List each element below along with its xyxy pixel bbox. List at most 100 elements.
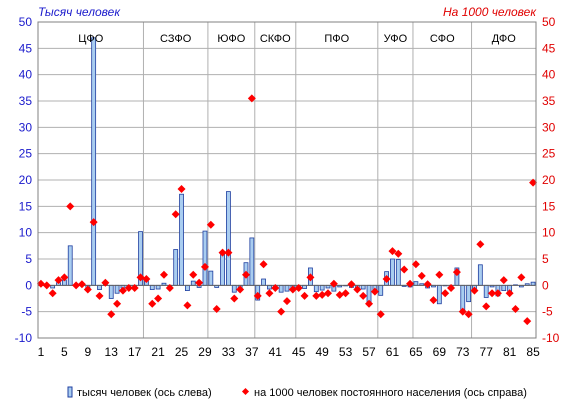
x-tick-label: 9 [84,345,91,359]
dot [359,291,368,300]
legend: тысяч человек (ось слева) на 1000 челове… [67,386,527,399]
left-axis-unit: Тысяч человек [38,5,121,19]
dot [271,283,280,292]
x-tick-label: 5 [61,345,68,359]
dot [72,281,81,290]
bar [208,270,214,286]
x-tick-label: 1 [38,345,45,359]
bar [190,280,196,286]
dot [347,280,356,289]
dot [523,317,532,326]
right-tick-label: -5 [542,305,553,319]
plot-frame [37,21,537,339]
dot [470,286,479,295]
dot [511,305,520,314]
x-tick-label: 69 [433,345,447,359]
bar [395,259,401,286]
dot [329,279,338,288]
x-tick-label: 77 [480,345,494,359]
dot [54,276,63,285]
dot [42,281,51,290]
dot [189,270,198,279]
right-tick-label: 50 [542,15,556,29]
dot [95,291,104,300]
bar [114,284,120,294]
dot [60,273,69,282]
dot [224,248,233,257]
bar [436,284,442,305]
dot [124,283,133,292]
dot [370,287,379,296]
dot [241,270,250,279]
bar [149,284,155,290]
dot [505,289,514,298]
dot [148,299,157,308]
dot [130,283,139,292]
dot [423,280,432,289]
dot [493,289,502,298]
dot [488,289,497,298]
dot [283,297,291,306]
dot [206,220,215,229]
right-tick-label: 25 [542,147,556,161]
dot [294,283,303,292]
dot [476,240,485,249]
x-tick-label: 37 [245,345,259,359]
dot [259,260,268,269]
dot [353,285,362,294]
x-tick-label: 33 [222,345,236,359]
x-tick-label: 81 [503,345,517,359]
dot [435,270,444,279]
dot [247,94,256,103]
dot [335,290,344,299]
dot [458,307,467,316]
dot [159,270,168,279]
left-tick-label: -10 [15,331,33,345]
bar [202,230,208,286]
bar [313,284,319,293]
dot [382,275,391,284]
dot [277,307,286,316]
left-tick-label: 20 [19,173,33,187]
right-tick-label: 20 [542,173,556,187]
dot [83,285,92,294]
x-tick-label: 65 [409,345,423,359]
dot [230,294,239,303]
dot [142,275,151,284]
dot [429,296,438,305]
right-tick-label: 0 [542,278,549,292]
right-tick-label: 35 [542,94,556,108]
dot [154,294,163,303]
legend-dot-label: на 1000 человек постоянного населения (о… [254,387,527,399]
left-tick-label: 45 [19,41,33,55]
dot [482,302,491,311]
right-tick-label: 45 [542,41,556,55]
x-tick-label: 61 [386,345,400,359]
left-tick-label: 30 [19,120,33,134]
x-tick-label: 41 [269,345,283,359]
right-tick-label: 10 [542,226,556,240]
bar [97,284,102,290]
right-tick-label: 5 [542,252,549,266]
dot [101,278,110,287]
dot [195,278,204,287]
bar [91,37,97,286]
x-tick-label: 53 [339,345,353,359]
dot [312,291,321,300]
left-tick-label: -5 [21,305,32,319]
bar [413,281,419,286]
district-label: ПФО [324,33,349,45]
bar [67,245,73,286]
x-tick-label: 17 [128,345,142,359]
legend-bar-swatch [67,386,73,398]
bar [173,249,179,286]
left-tick-label: 35 [19,94,33,108]
bar [360,284,366,290]
dot [306,273,315,282]
dot [452,268,461,277]
bar-series [38,37,536,313]
bar [220,251,225,286]
bar [185,284,190,292]
